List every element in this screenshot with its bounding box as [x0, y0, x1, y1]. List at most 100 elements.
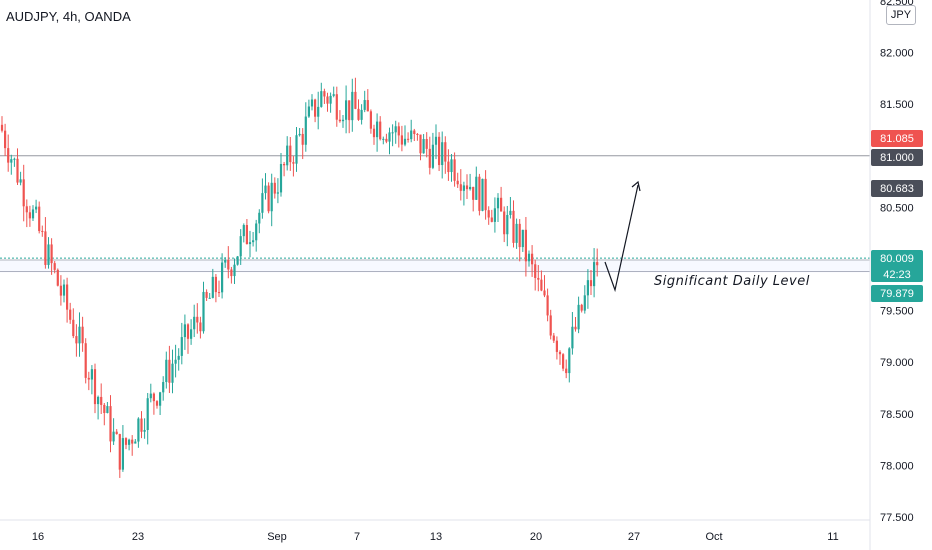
candle	[19, 171, 22, 186]
candle	[521, 229, 524, 252]
candle	[304, 102, 307, 152]
candle	[230, 266, 233, 284]
candle	[577, 296, 580, 334]
candles	[0, 77, 599, 478]
candle	[562, 353, 565, 372]
candle	[162, 376, 165, 401]
candle	[35, 199, 38, 214]
candle	[97, 395, 100, 420]
x-tick-label: 16	[32, 531, 44, 543]
candle	[493, 197, 496, 233]
candle	[490, 209, 493, 223]
candle	[273, 177, 276, 199]
svg-text:81.000: 81.000	[880, 152, 914, 164]
candle	[165, 351, 168, 389]
candle	[472, 186, 475, 212]
candle	[348, 100, 351, 134]
candle	[574, 316, 577, 332]
candle	[363, 90, 366, 113]
candle	[295, 127, 298, 172]
candle	[190, 319, 193, 345]
candle	[366, 89, 369, 112]
y-tick-label: 82.500	[880, 0, 914, 8]
candle	[357, 99, 360, 121]
candle	[270, 173, 273, 227]
candle	[459, 169, 462, 201]
candle	[481, 178, 484, 212]
candle	[245, 218, 248, 245]
candle	[394, 120, 397, 144]
candle	[360, 104, 363, 125]
candle	[534, 259, 537, 291]
candle	[242, 223, 245, 243]
candle	[84, 338, 87, 384]
svg-text:81.085: 81.085	[880, 133, 914, 145]
candle	[118, 433, 121, 478]
candle	[438, 132, 441, 172]
x-tick-label: Sep	[267, 531, 287, 543]
candle	[128, 438, 131, 451]
candle	[593, 248, 596, 298]
horizontal-levels	[0, 155, 870, 273]
candle	[103, 402, 106, 426]
candle	[338, 110, 341, 123]
candle	[478, 173, 481, 216]
candle	[397, 122, 400, 148]
candle	[264, 173, 267, 200]
candle	[258, 209, 261, 234]
projection-arrowhead	[631, 180, 641, 192]
candle	[196, 303, 199, 334]
candle	[177, 348, 180, 371]
candle	[382, 136, 385, 145]
candle	[425, 132, 428, 158]
candle	[72, 308, 75, 339]
candle	[199, 316, 202, 339]
candle	[252, 231, 255, 247]
candle	[286, 136, 289, 171]
candle	[388, 127, 391, 155]
candle	[224, 257, 227, 268]
candle	[134, 439, 137, 444]
x-tick-label: 27	[628, 531, 640, 543]
candle	[211, 268, 214, 299]
currency-badge[interactable]: JPY	[886, 5, 916, 25]
candle	[186, 323, 190, 354]
candle	[323, 88, 326, 104]
price-label-high: 81.085	[871, 130, 923, 147]
candle	[124, 437, 128, 450]
candle	[233, 258, 236, 284]
candle	[565, 359, 568, 379]
candle	[571, 311, 574, 355]
candle	[59, 275, 62, 306]
candle	[555, 336, 558, 360]
candle	[31, 205, 35, 221]
x-tick-label: 11	[827, 531, 838, 543]
candle-countdown: 42:23	[883, 269, 911, 281]
candle	[121, 425, 124, 472]
candle	[586, 269, 589, 309]
candle	[279, 153, 283, 197]
candle	[276, 178, 279, 204]
candle	[335, 86, 338, 127]
candle	[400, 125, 403, 152]
candle	[431, 132, 434, 170]
x-tick-label: 23	[132, 531, 144, 543]
candle	[90, 365, 93, 395]
candle	[568, 347, 571, 383]
candle	[38, 201, 41, 234]
candle	[496, 193, 500, 222]
candle	[580, 303, 583, 313]
candle	[115, 429, 118, 435]
candle	[372, 124, 376, 145]
y-tick-label: 78.500	[880, 409, 914, 421]
candle	[410, 119, 413, 143]
candle	[205, 289, 208, 301]
candle	[56, 268, 59, 287]
price-label-last: 80.009 42:23	[871, 250, 923, 282]
candle	[329, 92, 332, 113]
y-tick-label: 78.000	[880, 460, 914, 472]
candle	[307, 99, 310, 118]
candle	[447, 149, 450, 181]
candle	[81, 316, 84, 352]
